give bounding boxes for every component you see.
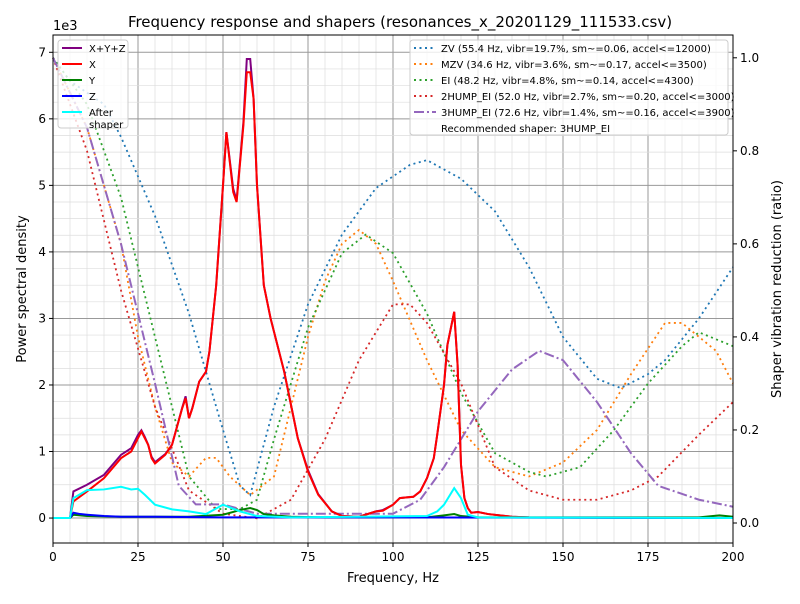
shaper-legend: ZV (55.4 Hz, vibr=19.7%, sm~=0.06, accel… [409, 39, 735, 136]
y-right-tick-label: 1.0 [740, 51, 759, 65]
legend-label: 3HUMP_EI (72.6 Hz, vibr=1.4%, sm~=0.16, … [441, 108, 735, 119]
legend-label: ZV (55.4 Hz, vibr=19.7%, sm~=0.06, accel… [441, 44, 711, 55]
shaper-line-2hump_ei [52, 57, 734, 520]
y-right-tick-label: 0.0 [740, 516, 759, 530]
legend-label: X+Y+Z [89, 44, 126, 55]
shaper-line-ei [52, 57, 734, 510]
y-tick-label: 0 [38, 511, 46, 525]
y-offset-label: 1e3 [53, 19, 78, 34]
legend-label: After [89, 108, 114, 119]
legend-label: EI (48.2 Hz, vibr=4.8%, sm~=0.14, accel<… [441, 76, 694, 87]
x-tick-label: 75 [300, 550, 315, 564]
x-tick-label: 125 [467, 550, 490, 564]
legend-label: 2HUMP_EI (52.0 Hz, vibr=2.7%, sm~=0.20, … [441, 92, 735, 103]
legend-label: Z [89, 92, 96, 103]
x-axis-label: Frequency, Hz [347, 571, 439, 586]
shaper-line-3hump_ei [52, 57, 734, 515]
y-tick-label: 3 [38, 311, 46, 325]
y-tick-label: 1 [38, 445, 46, 459]
y-tick-label: 4 [38, 245, 46, 259]
legend-label: shaper [89, 120, 124, 131]
legend-label: Y [88, 76, 96, 87]
x-tick-label: 150 [552, 550, 575, 564]
shaper-line-zv [52, 57, 734, 497]
y-right-tick-label: 0.8 [740, 144, 759, 158]
psd-line-after [53, 485, 734, 520]
y-tick-label: 2 [38, 378, 46, 392]
chart-title: Frequency response and shapers (resonanc… [128, 13, 672, 32]
x-tick-label: 0 [49, 550, 57, 564]
x-tick-label: 100 [382, 550, 405, 564]
x-tick-label: 50 [215, 550, 230, 564]
y-tick-label: 7 [38, 45, 46, 59]
legend-label: MZV (34.6 Hz, vibr=3.6%, sm~=0.17, accel… [441, 60, 707, 71]
legend-box [409, 39, 729, 136]
x-tick-label: 175 [637, 550, 660, 564]
y-tick-label: 6 [38, 112, 46, 126]
y-right-tick-label: 0.6 [740, 237, 759, 251]
y-axis-right-label: Shaper vibration reduction (ratio) [770, 180, 785, 398]
x-tick-label: 200 [722, 550, 745, 564]
y-axis-label: Power spectral density [15, 215, 30, 363]
x-tick-label: 25 [130, 550, 145, 564]
y-right-tick-label: 0.4 [740, 330, 759, 344]
recommended-shaper-label: Recommended shaper: 3HUMP_EI [441, 124, 610, 135]
legend-box [57, 39, 129, 129]
shaper-line-mzv [52, 57, 734, 497]
legend-label: X [89, 60, 96, 71]
psd-line-x [53, 71, 734, 520]
y-tick-label: 5 [38, 178, 46, 192]
y-right-tick-label: 0.2 [740, 423, 759, 437]
